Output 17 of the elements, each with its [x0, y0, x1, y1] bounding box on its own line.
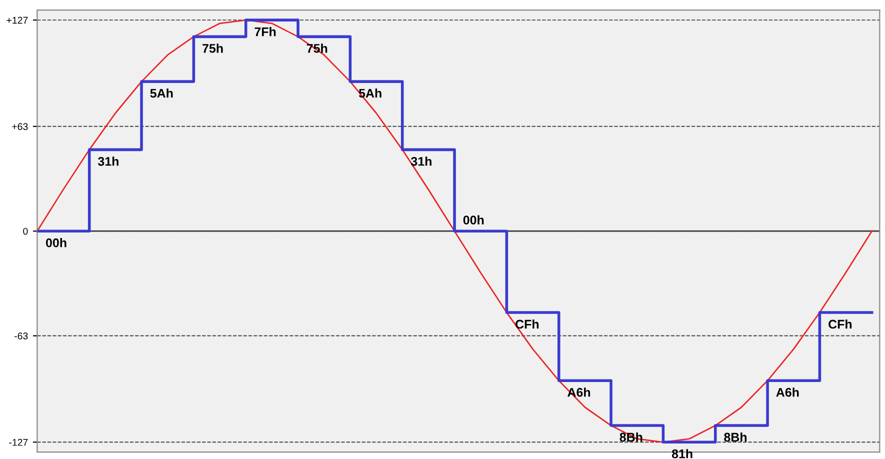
annotation: CFh [828, 319, 852, 329]
annotation: 00h [463, 215, 484, 224]
annotation: 7Fh [254, 27, 276, 36]
annotation: 31h [98, 156, 118, 166]
y-tick-label: +127 [6, 16, 28, 24]
annotation: CFh [516, 319, 539, 329]
annotation: A6h [776, 388, 799, 397]
annotation: 8Bh [724, 432, 747, 442]
y-tick-label: -63 [14, 332, 28, 340]
annotation: 31h [410, 156, 432, 166]
annotation: 81h [672, 449, 692, 458]
annotation: 75h [202, 44, 223, 53]
y-tick-label: 0 [23, 228, 28, 235]
annotation: 00h [46, 238, 66, 248]
annotation: 5Ah [150, 88, 173, 98]
y-tick-label: +63 [12, 123, 28, 130]
y-tick-label: -127 [9, 438, 28, 446]
